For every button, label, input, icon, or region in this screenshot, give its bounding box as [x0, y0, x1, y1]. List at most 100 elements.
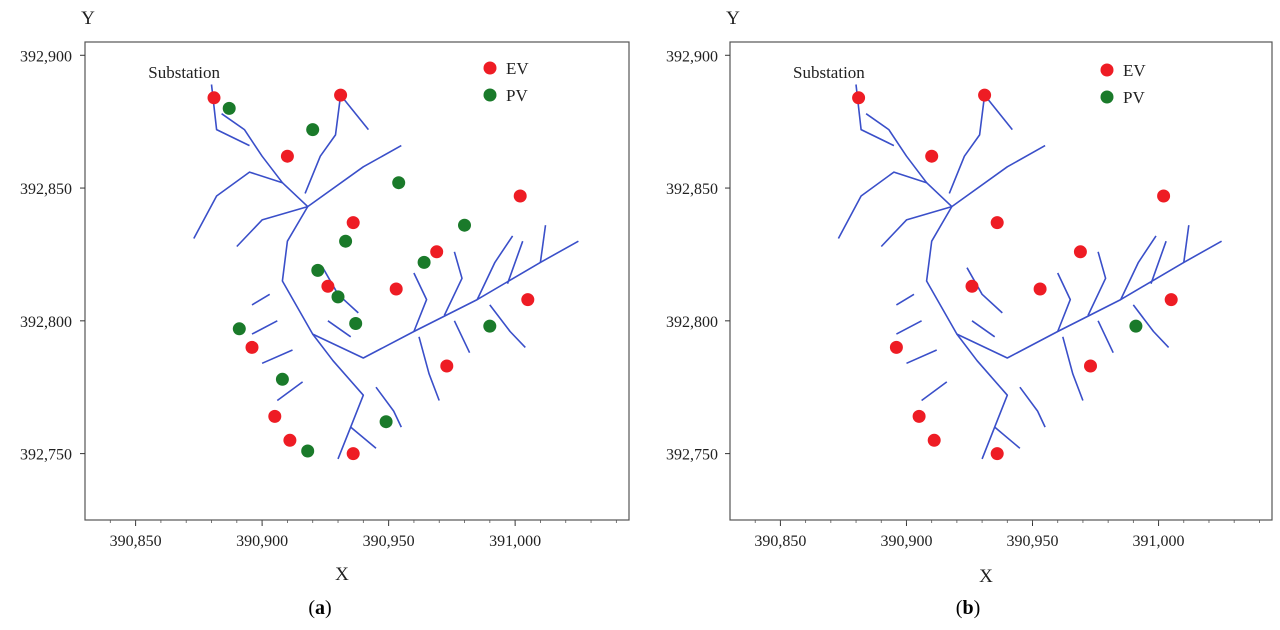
network-line — [966, 267, 1003, 314]
panel-caption: (a) — [308, 597, 331, 619]
legend-marker-pv — [1100, 90, 1114, 104]
ev-point — [346, 216, 360, 230]
pv-point — [339, 234, 353, 248]
network-line — [261, 349, 293, 365]
network-line — [221, 113, 284, 184]
network-line — [1056, 272, 1072, 332]
network-line — [489, 304, 526, 348]
network-line — [948, 95, 986, 194]
network-line — [476, 235, 514, 300]
ev-point — [245, 340, 259, 354]
ev-point — [207, 91, 221, 105]
network-line — [236, 205, 308, 248]
plot-frame — [84, 41, 630, 521]
ev-point — [283, 433, 297, 447]
y-tick-label: 392,900 — [20, 48, 72, 65]
network-line — [865, 113, 928, 184]
y-tick-label: 392,800 — [666, 314, 718, 331]
x-axis-label: X — [335, 564, 349, 585]
ev-point — [990, 216, 1004, 230]
legend-marker-pv — [483, 88, 497, 102]
pv-point — [392, 176, 406, 190]
network-line — [1097, 320, 1114, 354]
network-line — [1062, 336, 1084, 401]
y-tick-label: 392,900 — [666, 48, 718, 65]
ev-point — [1033, 282, 1047, 296]
y-axis-label: Y — [726, 8, 740, 29]
y-tick-label: 392,750 — [666, 447, 718, 464]
panel-caption: (b) — [956, 597, 980, 619]
network-line — [895, 293, 915, 306]
panel-a: 390,850 390,900 390,950 391,000 392,750 392,8… — [20, 8, 630, 619]
ev-point — [430, 245, 444, 259]
ev-point — [1084, 359, 1097, 373]
ev-point — [521, 293, 535, 307]
ev-point — [1157, 189, 1171, 203]
ev-point — [280, 149, 294, 163]
pv-point — [306, 123, 320, 137]
network-line — [880, 205, 953, 248]
network-line — [1132, 304, 1170, 348]
pv-point — [483, 319, 497, 333]
x-tick-label: 390,850 — [110, 533, 162, 550]
pv-point — [311, 263, 325, 277]
pv-point — [301, 444, 315, 458]
ev-point — [389, 282, 403, 296]
network-line — [1119, 235, 1157, 300]
x-tick-label: 391,000 — [1133, 533, 1185, 550]
network-line — [896, 320, 922, 335]
ev-point — [346, 447, 360, 461]
panel-b: 390,850 390,900 390,950 391,000 392,750 392,8… — [666, 8, 1273, 619]
x-tick-label: 390,900 — [236, 533, 288, 550]
y-tick-label: 392,750 — [20, 447, 72, 464]
network-line — [1183, 225, 1190, 263]
y-tick-label: 392,800 — [20, 314, 72, 331]
ev-point — [513, 189, 527, 203]
legend-marker-ev — [1100, 63, 1114, 77]
network-line — [1150, 240, 1167, 284]
ev-point — [852, 91, 866, 105]
ev-point — [965, 279, 979, 293]
network-line — [956, 333, 1009, 460]
network-line — [312, 333, 365, 460]
pv-point — [232, 322, 246, 336]
ev-point — [912, 409, 926, 423]
y-tick-label: 392,850 — [666, 181, 718, 198]
x-tick-label: 390,900 — [880, 533, 932, 550]
network-line — [251, 293, 271, 306]
pv-point — [349, 317, 363, 330]
network-line — [539, 225, 547, 263]
ev-point — [990, 447, 1004, 461]
network-line — [506, 240, 524, 284]
legend-label-pv: PV — [1123, 88, 1145, 107]
pv-point — [1129, 319, 1143, 333]
network-line — [453, 320, 471, 354]
substation-label: Substation — [148, 63, 220, 82]
substation-label: Substation — [793, 63, 865, 82]
ev-point — [268, 409, 282, 423]
network-line — [281, 206, 579, 359]
ev-point — [334, 88, 348, 102]
y-axis-label: Y — [81, 8, 95, 29]
network-line — [1087, 251, 1107, 316]
legend-marker-ev — [483, 61, 497, 75]
network-line — [971, 320, 996, 338]
ev-point — [927, 433, 941, 447]
plot-frame — [729, 41, 1273, 521]
ev-point — [889, 340, 903, 354]
legend-label-pv: PV — [506, 86, 528, 105]
x-tick-label: 390,950 — [1007, 533, 1059, 550]
pv-point — [417, 255, 431, 269]
pv-point — [458, 218, 471, 232]
network-line — [906, 349, 938, 365]
network-line — [276, 381, 304, 402]
network-line — [413, 272, 428, 332]
network-line — [375, 386, 403, 428]
y-tick-label: 392,850 — [20, 181, 72, 198]
network-line — [994, 426, 1021, 449]
ev-point — [925, 149, 939, 163]
pv-point — [379, 415, 393, 429]
x-tick-label: 390,950 — [363, 533, 415, 550]
legend-label-ev: EV — [506, 59, 529, 78]
